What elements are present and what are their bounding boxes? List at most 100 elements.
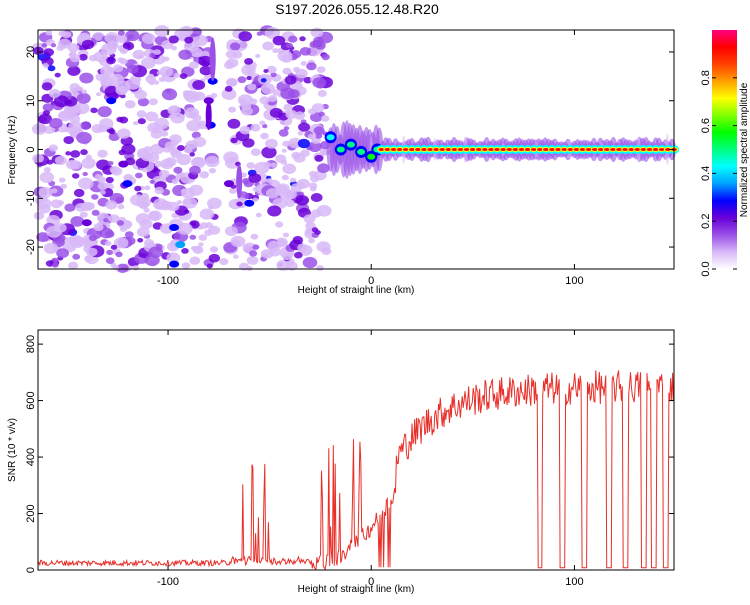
- heatmap-blob: [634, 148, 641, 151]
- heatmap-blob: [158, 77, 165, 82]
- heatmap-blob: [93, 223, 104, 232]
- heatmap-blob: [211, 93, 218, 98]
- heatmap-blob: [415, 148, 421, 151]
- heatmap-blob: [69, 50, 77, 57]
- heatmap-blob: [280, 159, 288, 165]
- heatmap-blob: [70, 150, 81, 158]
- heatmap-blob: [51, 262, 59, 268]
- heatmap-blob: [281, 174, 289, 181]
- heatmap-blob: [268, 95, 278, 102]
- heatmap-blob: [336, 146, 345, 153]
- heatmap-blob: [249, 250, 258, 257]
- heatmap-blob: [297, 138, 310, 149]
- heatmap-blob: [321, 247, 332, 256]
- heatmap-blob: [282, 252, 293, 261]
- heatmap-blob: [69, 114, 81, 124]
- heatmap-blob: [451, 148, 458, 151]
- heatmap-blob: [74, 102, 90, 115]
- heatmap-blob: [269, 107, 283, 118]
- heatmap-blob: [181, 262, 191, 269]
- heatmap-blob: [221, 88, 237, 100]
- x-tick-label: 100: [565, 576, 583, 588]
- heatmap-blob: [189, 152, 195, 157]
- heatmap-blob: [246, 69, 253, 75]
- heatmap-blob: [72, 253, 81, 260]
- heatmap-blob: [524, 148, 531, 151]
- heatmap-blob: [357, 148, 366, 155]
- heatmap-blob: [42, 110, 51, 116]
- heatmap-blob: [113, 237, 129, 249]
- heatmap-blob: [108, 214, 120, 223]
- heatmap-blob: [164, 157, 177, 167]
- heatmap-blob: [295, 68, 308, 79]
- heatmap-blob: [320, 115, 330, 122]
- heatmap-blob: [346, 141, 355, 148]
- heatmap-blob: [224, 226, 238, 237]
- heatmap-blob: [457, 148, 464, 151]
- heatmap-blob: [543, 148, 549, 151]
- heatmap-blob: [591, 148, 598, 151]
- heatmap-streak: [209, 37, 216, 82]
- y-tick-label: 10: [25, 95, 37, 107]
- heatmap-blob: [192, 245, 204, 254]
- heatmap-blob: [119, 58, 128, 65]
- heatmap-blob: [54, 155, 67, 166]
- snr-background: [38, 330, 674, 570]
- heatmap-blob: [255, 212, 262, 218]
- heatmap-blob: [91, 209, 100, 216]
- heatmap-blob: [283, 103, 293, 111]
- x-tick-label: 0: [368, 275, 374, 287]
- heatmap-blob: [66, 159, 79, 170]
- colorbar-tick-label: 0.6: [700, 118, 712, 133]
- heatmap-blob: [205, 155, 220, 168]
- heatmap-blob: [536, 148, 543, 151]
- heatmap-blob: [148, 98, 158, 106]
- heatmap-blob: [184, 36, 194, 44]
- heatmap-blob: [177, 145, 185, 151]
- heatmap-blob: [266, 178, 274, 184]
- heatmap-blob: [506, 148, 513, 151]
- heatmap-blob: [628, 148, 635, 151]
- heatmap-blob: [97, 149, 108, 158]
- heatmap-blob: [149, 52, 156, 58]
- heatmap-blob: [78, 53, 88, 61]
- heatmap-blob: [199, 65, 213, 76]
- heatmap-blob: [610, 148, 616, 151]
- heatmap-blob: [208, 253, 220, 263]
- heatmap-blob: [260, 83, 276, 95]
- heatmap-blob: [106, 97, 117, 105]
- heatmap-blob: [300, 149, 310, 157]
- heatmap-blob: [143, 146, 153, 153]
- heatmap-blob: [314, 154, 324, 162]
- heatmap-blob: [475, 148, 482, 151]
- heatmap-blob: [79, 72, 94, 84]
- heatmap-blob: [246, 255, 259, 265]
- heatmap-blob: [124, 231, 134, 239]
- heatmap-blob: [303, 214, 316, 224]
- colorbar-tick-label: 0.4: [700, 166, 712, 181]
- heatmap-blob: [183, 198, 192, 206]
- heatmap-blob: [259, 120, 266, 126]
- heatmap-blob: [402, 148, 409, 151]
- heatmap-blob: [312, 77, 327, 88]
- colorbar-tick-label: 0.8: [700, 70, 712, 85]
- heatmap-blob: [110, 244, 118, 250]
- heatmap-blob: [53, 95, 69, 108]
- heatmap-blob: [105, 230, 115, 238]
- heatmap-blob: [85, 154, 92, 160]
- heatmap-blob: [204, 229, 213, 236]
- heatmap-blob: [203, 97, 214, 105]
- heatmap-blob: [173, 166, 183, 174]
- heatmap-blob: [427, 148, 434, 151]
- snr-ylabel: SNR (10 * v/v): [7, 418, 18, 482]
- heatmap-blob: [111, 167, 123, 176]
- heatmap-blob: [168, 114, 175, 119]
- heatmap-blob: [378, 148, 385, 151]
- heatmap-blob: [137, 97, 149, 107]
- heatmap-blob: [294, 251, 303, 259]
- heatmap-blob: [176, 200, 183, 205]
- heatmap-blob: [267, 205, 282, 217]
- heatmap-blob: [597, 148, 604, 151]
